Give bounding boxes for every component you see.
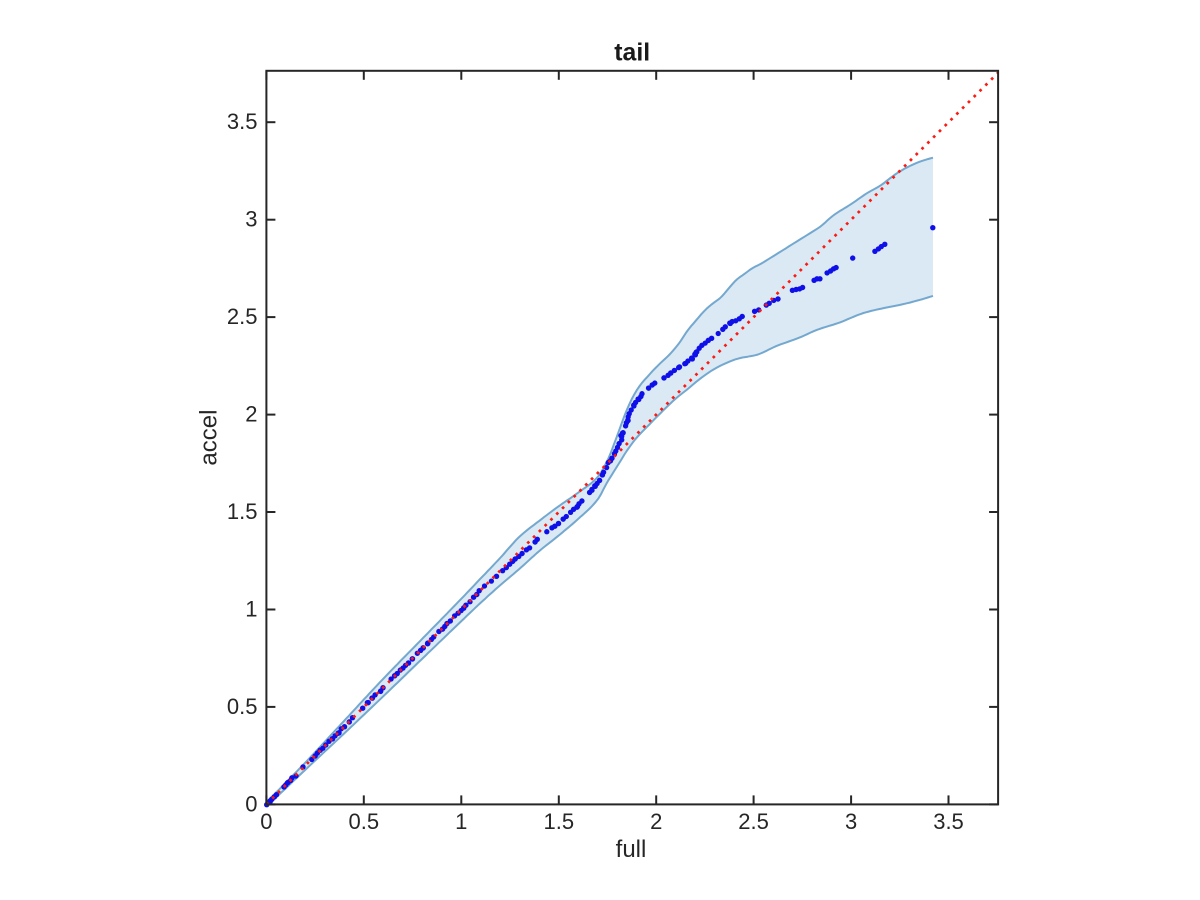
svg-text:3: 3 xyxy=(845,809,857,834)
svg-text:2: 2 xyxy=(650,809,662,834)
svg-text:3.5: 3.5 xyxy=(227,109,258,134)
svg-text:0.5: 0.5 xyxy=(227,694,258,719)
svg-text:full: full xyxy=(616,836,647,863)
svg-text:1: 1 xyxy=(455,809,467,834)
svg-text:0: 0 xyxy=(245,791,257,816)
svg-text:2.5: 2.5 xyxy=(227,304,258,329)
svg-text:1.5: 1.5 xyxy=(544,809,575,834)
svg-text:1: 1 xyxy=(245,597,257,622)
svg-text:3.5: 3.5 xyxy=(933,809,964,834)
svg-text:1.5: 1.5 xyxy=(227,499,258,524)
svg-text:3: 3 xyxy=(245,207,257,232)
svg-text:0: 0 xyxy=(260,809,272,834)
svg-text:0.5: 0.5 xyxy=(349,809,380,834)
svg-text:2: 2 xyxy=(245,402,257,427)
svg-text:tail: tail xyxy=(614,39,650,66)
svg-text:accel: accel xyxy=(196,410,223,466)
svg-text:2.5: 2.5 xyxy=(738,809,769,834)
